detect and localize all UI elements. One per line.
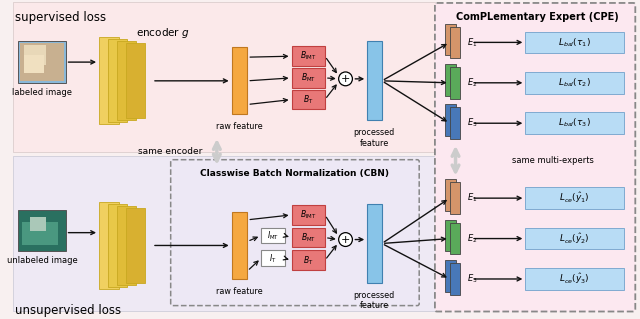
Text: unlabeled image: unlabeled image — [6, 256, 77, 265]
Bar — [445, 220, 456, 251]
Bar — [525, 112, 623, 134]
Text: $B_{\mathrm{MT}}$: $B_{\mathrm{MT}}$ — [301, 72, 316, 84]
Text: $L_{ce}(\hat{y}_2)$: $L_{ce}(\hat{y}_2)$ — [559, 231, 589, 246]
Text: same multi-experts: same multi-experts — [511, 156, 593, 165]
Bar — [450, 263, 460, 295]
Bar — [19, 210, 65, 251]
Circle shape — [339, 72, 353, 86]
Text: supervised loss: supervised loss — [15, 11, 107, 24]
Bar — [445, 64, 456, 96]
Bar — [367, 41, 382, 120]
Bar — [108, 204, 127, 287]
Text: $B_{\mathrm{IMT}}$: $B_{\mathrm{IMT}}$ — [300, 209, 317, 221]
Bar — [13, 2, 435, 152]
Bar — [525, 187, 623, 209]
Text: Classwise Batch Normalization (CBN): Classwise Batch Normalization (CBN) — [200, 168, 389, 178]
Bar — [99, 37, 118, 124]
Bar — [291, 90, 325, 109]
Bar — [22, 222, 58, 245]
Bar — [232, 47, 247, 114]
Bar — [445, 260, 456, 292]
Bar — [525, 228, 623, 249]
Text: $B_{\mathrm{T}}$: $B_{\mathrm{T}}$ — [303, 93, 314, 106]
Text: $E_1$: $E_1$ — [467, 192, 477, 204]
Text: $L_{ce}(\hat{y}_3)$: $L_{ce}(\hat{y}_3)$ — [559, 272, 589, 286]
Bar — [450, 108, 460, 139]
Bar — [445, 24, 456, 55]
Bar — [116, 41, 136, 120]
Bar — [232, 212, 247, 279]
Bar — [24, 55, 44, 73]
Text: encoder $g$: encoder $g$ — [136, 26, 189, 40]
Bar — [24, 45, 46, 65]
Text: $I_{\mathrm{T}}$: $I_{\mathrm{T}}$ — [269, 252, 276, 264]
Text: $E_2$: $E_2$ — [467, 232, 478, 245]
Bar — [19, 41, 65, 83]
Bar — [525, 72, 623, 94]
Text: $L_{bal}(\tau_2)$: $L_{bal}(\tau_2)$ — [558, 77, 591, 89]
Bar — [125, 43, 145, 118]
Text: raw feature: raw feature — [216, 122, 263, 131]
Text: $E_3$: $E_3$ — [467, 117, 478, 130]
Bar — [291, 250, 325, 270]
FancyBboxPatch shape — [171, 160, 419, 306]
Bar — [445, 179, 456, 211]
Text: unsupervised loss: unsupervised loss — [15, 304, 122, 317]
Text: processed
feature: processed feature — [353, 291, 395, 310]
Text: $E_2$: $E_2$ — [467, 77, 478, 89]
Bar — [525, 32, 623, 53]
Text: ComPLementary Expert (CPE): ComPLementary Expert (CPE) — [456, 12, 618, 22]
Text: $+$: $+$ — [340, 234, 351, 245]
Bar — [445, 105, 456, 136]
Text: processed
feature: processed feature — [353, 128, 395, 148]
Bar — [291, 228, 325, 248]
Circle shape — [339, 233, 353, 247]
Bar — [291, 68, 325, 88]
FancyBboxPatch shape — [435, 3, 636, 312]
Bar — [13, 156, 435, 310]
Bar — [125, 208, 145, 283]
Text: raw feature: raw feature — [216, 287, 263, 296]
Text: $L_{ce}(\hat{y}_1)$: $L_{ce}(\hat{y}_1)$ — [559, 191, 589, 205]
Bar — [450, 26, 460, 58]
Bar — [450, 182, 460, 214]
Bar — [450, 223, 460, 254]
Text: $L_{bal}(\tau_1)$: $L_{bal}(\tau_1)$ — [558, 36, 591, 48]
Text: $L_{bal}(\tau_3)$: $L_{bal}(\tau_3)$ — [558, 117, 591, 130]
Bar — [20, 43, 63, 81]
Bar — [30, 217, 46, 231]
Text: $+$: $+$ — [340, 73, 351, 84]
Bar — [450, 67, 460, 99]
Bar — [261, 250, 285, 266]
Bar — [525, 268, 623, 290]
Text: $B_{\mathrm{IMT}}$: $B_{\mathrm{IMT}}$ — [300, 50, 317, 63]
Text: $B_{\mathrm{T}}$: $B_{\mathrm{T}}$ — [303, 254, 314, 266]
Text: $E_1$: $E_1$ — [467, 36, 477, 48]
Bar — [291, 46, 325, 66]
Bar — [108, 40, 127, 122]
Text: labeled image: labeled image — [12, 88, 72, 97]
Text: $E_3$: $E_3$ — [467, 273, 478, 285]
Bar — [261, 228, 285, 243]
Bar — [291, 205, 325, 225]
Bar — [99, 202, 118, 289]
Text: $I_{\mathrm{MT}}$: $I_{\mathrm{MT}}$ — [267, 229, 279, 242]
Text: $B_{\mathrm{MT}}$: $B_{\mathrm{MT}}$ — [301, 231, 316, 244]
Bar — [367, 204, 382, 283]
Text: same encoder: same encoder — [138, 147, 202, 156]
Bar — [116, 206, 136, 285]
